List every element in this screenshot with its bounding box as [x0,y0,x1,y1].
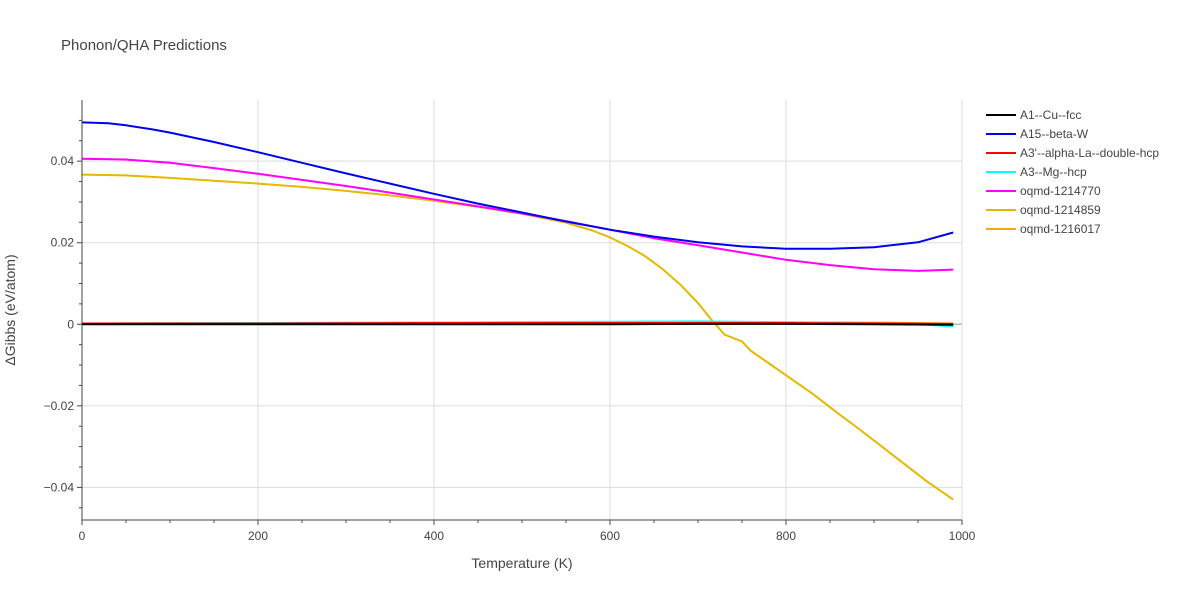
legend-label: A3--Mg--hcp [1020,165,1087,179]
x-tick-label: 400 [424,529,444,543]
y-tick-label: −0.02 [44,399,75,413]
legend-item[interactable]: oqmd-1216017 [986,222,1101,236]
legend-item[interactable]: A1--Cu--fcc [986,108,1081,122]
x-tick-label: 1000 [949,529,976,543]
legend-item[interactable]: A15--beta-W [986,127,1089,141]
legend-label: A15--beta-W [1020,127,1089,141]
y-axis-title: ΔGibbs (eV/atom) [2,254,18,365]
series-line-A15--beta-W [81,121,954,250]
tick-labels: 0 200 400 600 800 1000 −0.04 −0.02 0 0.02 0.04 [44,154,976,543]
legend[interactable]: A1--Cu--fcc A15--beta-W A3'--alpha-La--dou… [986,108,1159,236]
legend-label: A3'--alpha-La--double-hcp [1020,146,1159,160]
grid [82,100,963,520]
series-line-oqmd-1214859 [81,173,954,501]
legend-item[interactable]: A3'--alpha-La--double-hcp [986,146,1159,160]
x-tick-label: 800 [776,529,796,543]
legend-label: oqmd-1216017 [1020,222,1101,236]
y-tick-label: 0 [67,317,74,331]
legend-item[interactable]: oqmd-1214770 [986,184,1101,198]
y-tick-label: 0.04 [51,154,75,168]
x-tick-label: 200 [248,529,268,543]
y-tick-label: 0.02 [51,236,75,250]
x-tick-label: 0 [79,529,86,543]
legend-item[interactable]: A3--Mg--hcp [986,165,1087,179]
series-line-A1--Cu--fcc [82,322,954,326]
axes [77,100,963,525]
series-line-oqmd-1214770 [81,157,954,272]
chart-title: Phonon/QHA Predictions [61,37,227,54]
legend-item[interactable]: oqmd-1214859 [986,203,1101,217]
x-tick-label: 600 [600,529,620,543]
x-axis-title: Temperature (K) [471,555,572,571]
series-lines [81,121,954,501]
legend-label: oqmd-1214770 [1020,184,1101,198]
y-tick-label: −0.04 [44,480,75,494]
legend-label: oqmd-1214859 [1020,203,1101,217]
legend-label: A1--Cu--fcc [1020,108,1081,122]
